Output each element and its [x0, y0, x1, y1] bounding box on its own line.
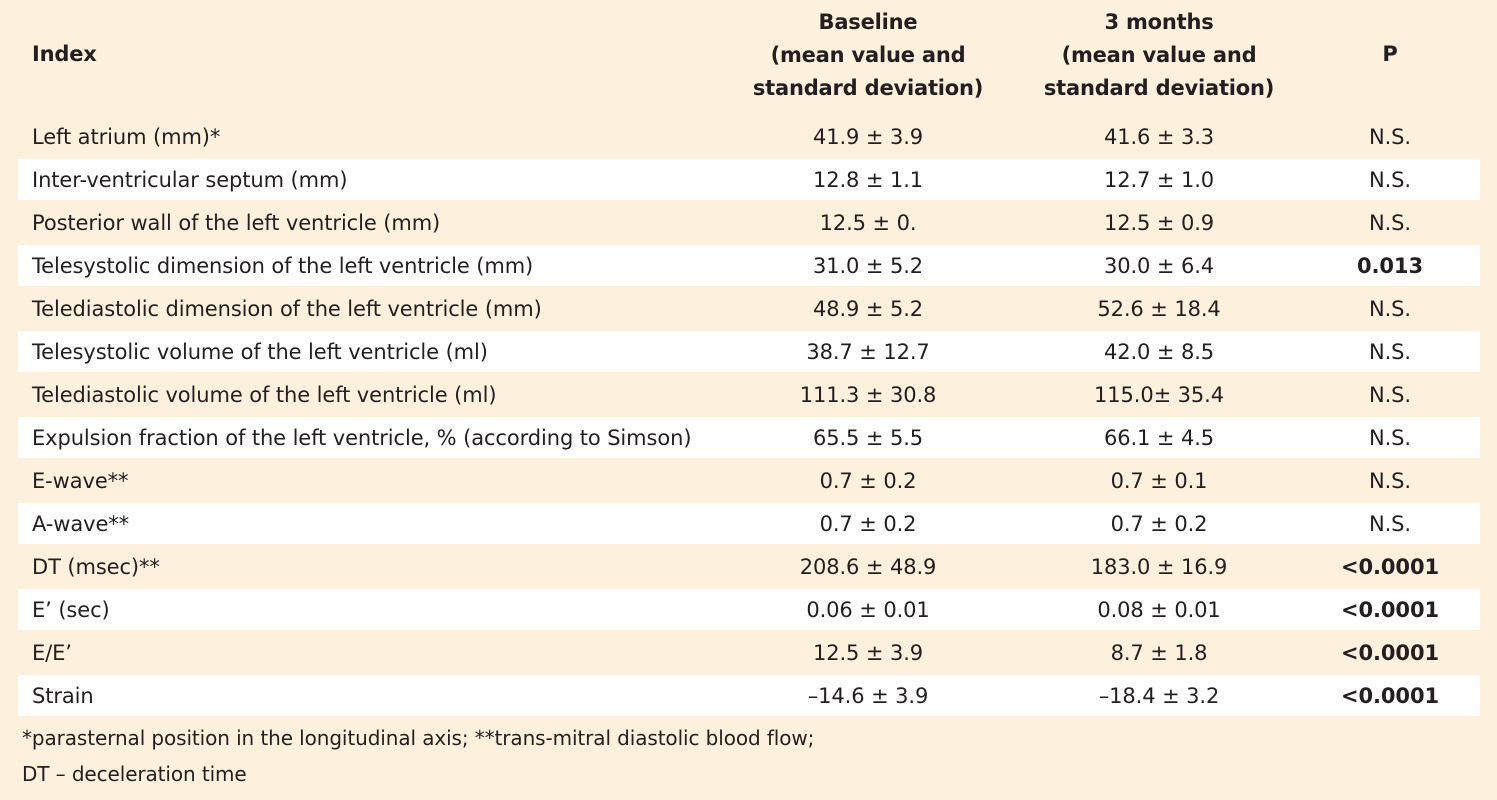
row-3-months: 12.7 ± 1.0 [1018, 158, 1300, 202]
row-p-value: 0.013 [1300, 244, 1480, 288]
header-p: P [1382, 41, 1398, 66]
header-baseline-line-2: (mean value and [770, 42, 966, 67]
row-3-months: 12.5 ± 0.9 [1018, 201, 1300, 245]
header-index: Index [32, 41, 97, 66]
table-row: E’ (sec) 0.06 ± 0.01 0.08 ± 0.01 <0.0001 [18, 588, 1480, 632]
header-3-months-line-3: standard deviation) [1043, 75, 1275, 100]
row-baseline: 38.7 ± 12.7 [718, 330, 1018, 374]
table-header-row: Index Baseline (mean value and standard … [18, 0, 1480, 116]
header-baseline-line-1: Baseline [818, 9, 918, 34]
row-index: Expulsion fraction of the left ventricle… [18, 416, 718, 460]
row-p-value: N.S. [1300, 502, 1480, 546]
header-3-months-line-1: 3 months [1104, 9, 1214, 34]
row-baseline: 0.7 ± 0.2 [718, 459, 1018, 503]
row-3-months: 0.7 ± 0.1 [1018, 459, 1300, 503]
table-row: Inter-ventricular septum (mm) 12.8 ± 1.1… [18, 158, 1480, 202]
table-row: A-wave** 0.7 ± 0.2 0.7 ± 0.2 N.S. [18, 502, 1480, 546]
row-index: E’ (sec) [18, 588, 718, 632]
row-3-months: 41.6 ± 3.3 [1018, 116, 1300, 159]
table-row: Expulsion fraction of the left ventricle… [18, 416, 1480, 460]
row-3-months: 8.7 ± 1.8 [1018, 631, 1300, 675]
row-index: E/E’ [18, 631, 718, 675]
table-row: E/E’ 12.5 ± 3.9 8.7 ± 1.8 <0.0001 [18, 631, 1480, 675]
row-baseline: 111.3 ± 30.8 [718, 373, 1018, 417]
table-row: Strain –14.6 ± 3.9 –18.4 ± 3.2 <0.0001 [18, 674, 1480, 718]
row-p-value: N.S. [1300, 373, 1480, 417]
row-3-months: 42.0 ± 8.5 [1018, 330, 1300, 374]
table-row: Telesystolic dimension of the left ventr… [18, 244, 1480, 288]
row-3-months: 0.08 ± 0.01 [1018, 588, 1300, 632]
row-index: A-wave** [18, 502, 718, 546]
footnotes: *parasternal position in the longitudina… [22, 720, 814, 792]
row-index: Telesystolic dimension of the left ventr… [18, 244, 718, 288]
row-3-months: –18.4 ± 3.2 [1018, 674, 1300, 718]
row-p-value: <0.0001 [1300, 588, 1480, 632]
table-row: Telediastolic dimension of the left vent… [18, 287, 1480, 331]
row-index: Inter-ventricular septum (mm) [18, 158, 718, 202]
header-baseline-line-3: standard deviation) [752, 75, 984, 100]
row-3-months: 0.7 ± 0.2 [1018, 502, 1300, 546]
table-row: E-wave** 0.7 ± 0.2 0.7 ± 0.1 N.S. [18, 459, 1480, 503]
table-row: Left atrium (mm)* 41.9 ± 3.9 41.6 ± 3.3 … [18, 116, 1480, 159]
row-p-value: <0.0001 [1300, 545, 1480, 589]
row-baseline: 41.9 ± 3.9 [718, 116, 1018, 159]
row-index: Telediastolic volume of the left ventric… [18, 373, 718, 417]
header-3-months: 3 months (mean value and standard deviat… [1018, 0, 1300, 116]
row-p-value: <0.0001 [1300, 674, 1480, 718]
header-3-months-line-2: (mean value and [1061, 42, 1257, 67]
table-row: Telediastolic volume of the left ventric… [18, 373, 1480, 417]
row-p-value: N.S. [1300, 116, 1480, 159]
row-baseline: 12.5 ± 0. [718, 201, 1018, 245]
results-table: Index Baseline (mean value and standard … [18, 0, 1480, 718]
row-baseline: 208.6 ± 48.9 [718, 545, 1018, 589]
table-row: Telesystolic volume of the left ventricl… [18, 330, 1480, 374]
row-baseline: 0.7 ± 0.2 [718, 502, 1018, 546]
row-p-value: N.S. [1300, 459, 1480, 503]
row-p-value: N.S. [1300, 330, 1480, 374]
row-p-value: N.S. [1300, 201, 1480, 245]
row-3-months: 52.6 ± 18.4 [1018, 287, 1300, 331]
row-baseline: 12.8 ± 1.1 [718, 158, 1018, 202]
row-baseline: 31.0 ± 5.2 [718, 244, 1018, 288]
row-3-months: 30.0 ± 6.4 [1018, 244, 1300, 288]
row-index: E-wave** [18, 459, 718, 503]
row-index: Posterior wall of the left ventricle (mm… [18, 201, 718, 245]
row-baseline: –14.6 ± 3.9 [718, 674, 1018, 718]
row-p-value: N.S. [1300, 287, 1480, 331]
row-3-months: 183.0 ± 16.9 [1018, 545, 1300, 589]
row-index: Telediastolic dimension of the left vent… [18, 287, 718, 331]
row-p-value: N.S. [1300, 416, 1480, 460]
header-baseline: Baseline (mean value and standard deviat… [718, 0, 1018, 116]
footnote-line-2: DT – deceleration time [22, 762, 247, 786]
row-index: DT (msec)** [18, 545, 718, 589]
row-p-value: N.S. [1300, 158, 1480, 202]
row-index: Left atrium (mm)* [18, 116, 718, 159]
row-index: Strain [18, 674, 718, 718]
row-baseline: 12.5 ± 3.9 [718, 631, 1018, 675]
table-row: Posterior wall of the left ventricle (mm… [18, 201, 1480, 245]
row-baseline: 0.06 ± 0.01 [718, 588, 1018, 632]
row-3-months: 115.0± 35.4 [1018, 373, 1300, 417]
table-row: DT (msec)** 208.6 ± 48.9 183.0 ± 16.9 <0… [18, 545, 1480, 589]
row-baseline: 48.9 ± 5.2 [718, 287, 1018, 331]
row-p-value: <0.0001 [1300, 631, 1480, 675]
footnote-line-1: *parasternal position in the longitudina… [22, 726, 815, 750]
row-index: Telesystolic volume of the left ventricl… [18, 330, 718, 374]
row-baseline: 65.5 ± 5.5 [718, 416, 1018, 460]
row-3-months: 66.1 ± 4.5 [1018, 416, 1300, 460]
